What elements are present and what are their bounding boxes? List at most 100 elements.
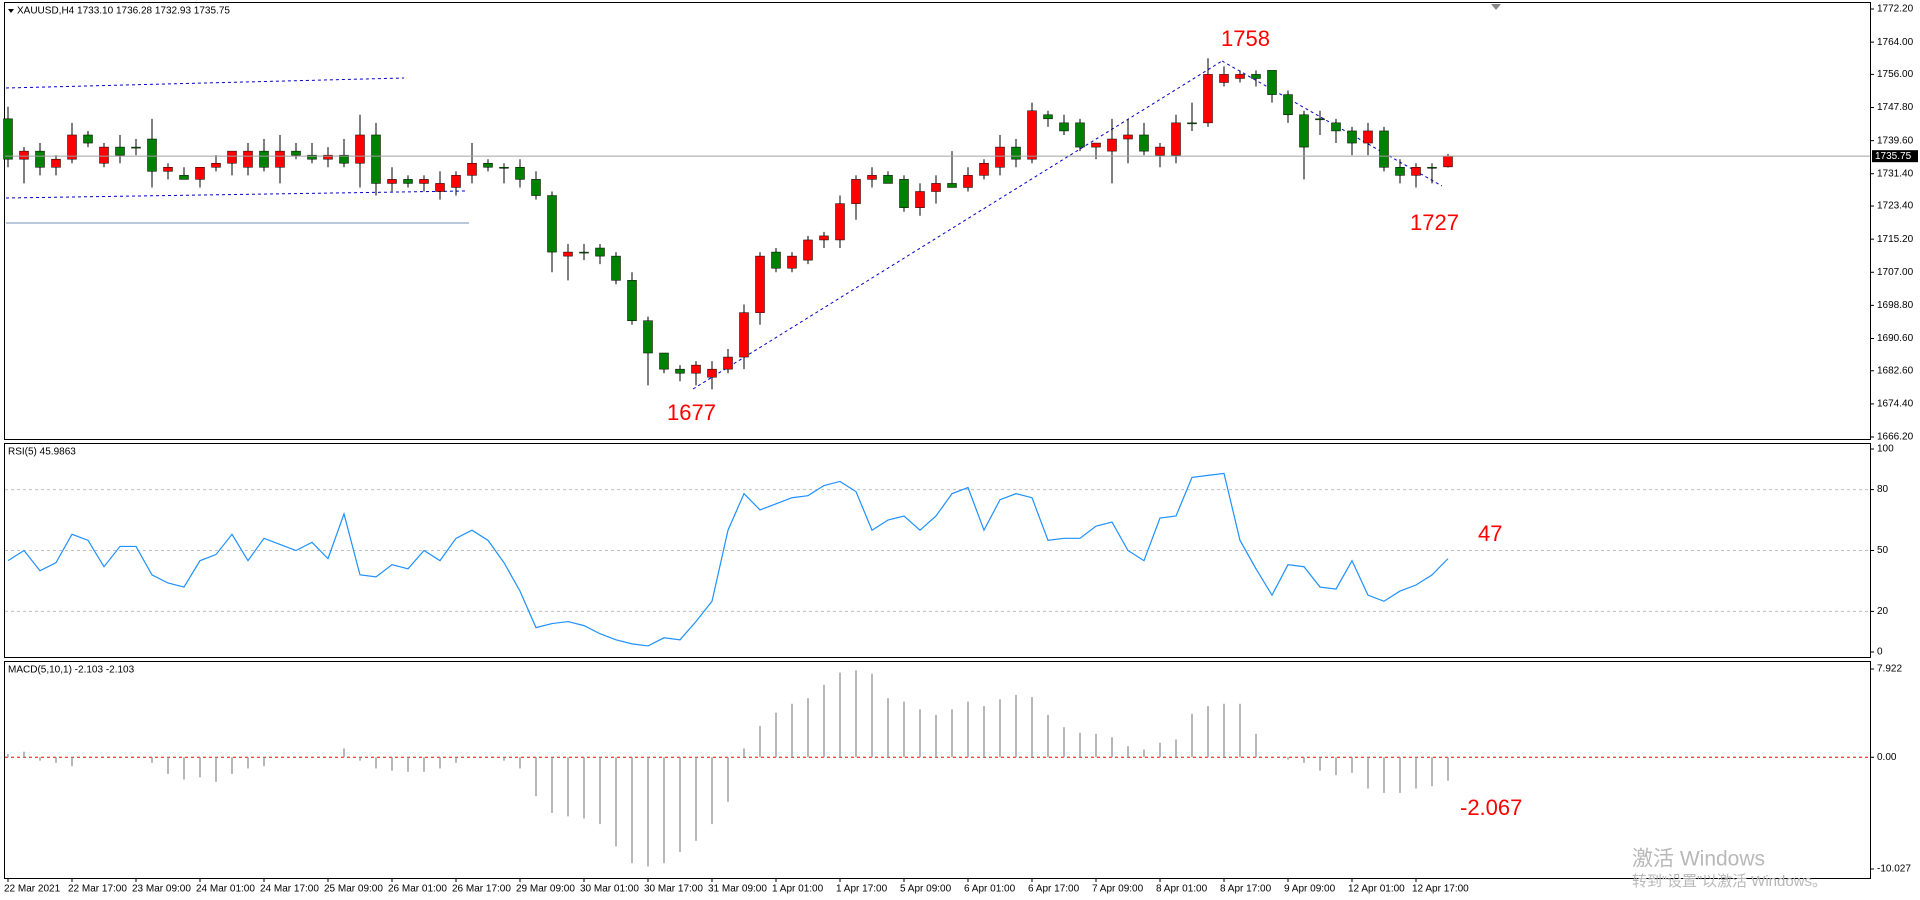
candle-body bbox=[339, 154, 349, 164]
candle-body bbox=[931, 183, 941, 192]
candle-body bbox=[323, 154, 333, 160]
x-tick-label: 26 Mar 01:00 bbox=[388, 884, 447, 895]
candle-body bbox=[1299, 114, 1309, 148]
candle-body bbox=[947, 183, 957, 188]
x-tick-label: 25 Mar 09:00 bbox=[324, 884, 383, 895]
candle-body bbox=[371, 134, 381, 184]
y-tick-label: 1747.80 bbox=[1877, 102, 1914, 113]
x-tick-label: 26 Mar 17:00 bbox=[452, 884, 511, 895]
annotation: 47 bbox=[1478, 521, 1502, 546]
candle-body bbox=[1107, 138, 1117, 152]
candle-body bbox=[147, 138, 157, 172]
candle-body bbox=[83, 134, 93, 144]
x-tick-label: 30 Mar 01:00 bbox=[580, 884, 639, 895]
x-tick-label: 30 Mar 17:00 bbox=[644, 884, 703, 895]
candle-body bbox=[851, 179, 861, 204]
candle-body bbox=[579, 251, 589, 254]
candle-body bbox=[419, 179, 429, 184]
y-tick-label: 0 bbox=[1877, 647, 1883, 658]
candle-body bbox=[1267, 70, 1277, 95]
candle-body bbox=[291, 150, 301, 156]
candle-body bbox=[19, 150, 29, 160]
candle-body bbox=[1395, 167, 1405, 176]
candle-body bbox=[563, 251, 573, 257]
candle-body bbox=[1155, 146, 1165, 156]
candle-body bbox=[1171, 122, 1181, 156]
candle-body bbox=[387, 179, 397, 184]
candle-body bbox=[115, 146, 125, 156]
candle-body bbox=[595, 247, 605, 257]
x-tick-label: 29 Mar 09:00 bbox=[516, 884, 575, 895]
trend-line bbox=[692, 60, 1223, 390]
candle-body bbox=[435, 183, 445, 192]
candle-body bbox=[1315, 118, 1325, 121]
candle-body bbox=[771, 251, 781, 269]
candle-body bbox=[1091, 142, 1101, 148]
panel-title: RSI(5) 45.9863 bbox=[8, 447, 76, 458]
y-tick-label: 1772.20 bbox=[1877, 4, 1914, 15]
candle-body bbox=[611, 255, 621, 281]
candle-body bbox=[1139, 134, 1149, 152]
candle-body bbox=[243, 150, 253, 168]
watermark-text: 转到“设置”以激活 Windows。 bbox=[1632, 873, 1827, 890]
y-tick-label: 1666.20 bbox=[1877, 432, 1914, 443]
candle-body bbox=[643, 320, 653, 354]
candle-body bbox=[51, 158, 61, 168]
candle-body bbox=[515, 167, 525, 180]
y-tick-label: 80 bbox=[1877, 484, 1889, 495]
x-tick-label: 6 Apr 17:00 bbox=[1028, 884, 1080, 895]
candle-body bbox=[1059, 122, 1069, 132]
candle-body bbox=[67, 134, 77, 160]
candle-body bbox=[675, 368, 685, 374]
candle-body bbox=[867, 175, 877, 180]
candle-body bbox=[963, 175, 973, 188]
shift-marker bbox=[1491, 4, 1501, 10]
candle-body bbox=[211, 162, 221, 168]
candle-body bbox=[403, 179, 413, 184]
candle-body bbox=[627, 280, 637, 321]
candle-body bbox=[1283, 94, 1293, 116]
candle-body bbox=[1187, 122, 1197, 125]
candle-body bbox=[307, 154, 317, 160]
candle-body bbox=[275, 150, 285, 168]
candle-body bbox=[1219, 74, 1229, 83]
x-tick-label: 1 Apr 17:00 bbox=[836, 884, 888, 895]
y-tick-label: 1731.40 bbox=[1877, 168, 1914, 179]
y-tick-label: 20 bbox=[1877, 606, 1889, 617]
x-tick-label: 31 Mar 09:00 bbox=[708, 884, 767, 895]
x-tick-label: 22 Mar 2021 bbox=[4, 884, 61, 895]
annotation: -2.067 bbox=[1460, 795, 1522, 820]
candle-body bbox=[803, 239, 813, 261]
candle-body bbox=[1075, 122, 1085, 148]
y-tick-label: 1674.40 bbox=[1877, 399, 1914, 410]
candle-body bbox=[739, 312, 749, 358]
channel-upper bbox=[5, 77, 405, 89]
main-frame bbox=[4, 2, 1871, 440]
panel-title: XAUUSD,H4 1733.10 1736.28 1732.93 1735.7… bbox=[17, 6, 230, 17]
price-tag-label: 1735.75 bbox=[1875, 151, 1912, 162]
candle-body bbox=[1043, 114, 1053, 120]
candle-body bbox=[467, 162, 477, 176]
annotation: 1727 bbox=[1410, 210, 1459, 235]
candle-body bbox=[1443, 155, 1453, 168]
rsi-line bbox=[7, 472, 1449, 647]
x-tick-label: 8 Apr 01:00 bbox=[1156, 884, 1208, 895]
candle-body bbox=[1331, 122, 1341, 132]
candle-body bbox=[915, 191, 925, 208]
y-tick-label: 50 bbox=[1877, 545, 1889, 556]
x-tick-label: 12 Apr 01:00 bbox=[1348, 884, 1405, 895]
candle-body bbox=[1235, 74, 1245, 79]
y-tick-label: 1723.40 bbox=[1877, 201, 1914, 212]
x-tick-label: 7 Apr 09:00 bbox=[1092, 884, 1144, 895]
channel-lower bbox=[5, 190, 466, 199]
candle-body bbox=[755, 255, 765, 313]
x-tick-label: 6 Apr 01:00 bbox=[964, 884, 1016, 895]
y-tick-label: 1707.00 bbox=[1877, 267, 1914, 278]
x-tick-label: 24 Mar 01:00 bbox=[196, 884, 255, 895]
candle-body bbox=[691, 364, 701, 374]
candle-body bbox=[1011, 146, 1021, 160]
candle-body bbox=[819, 235, 829, 241]
x-tick-label: 22 Mar 17:00 bbox=[68, 884, 127, 895]
